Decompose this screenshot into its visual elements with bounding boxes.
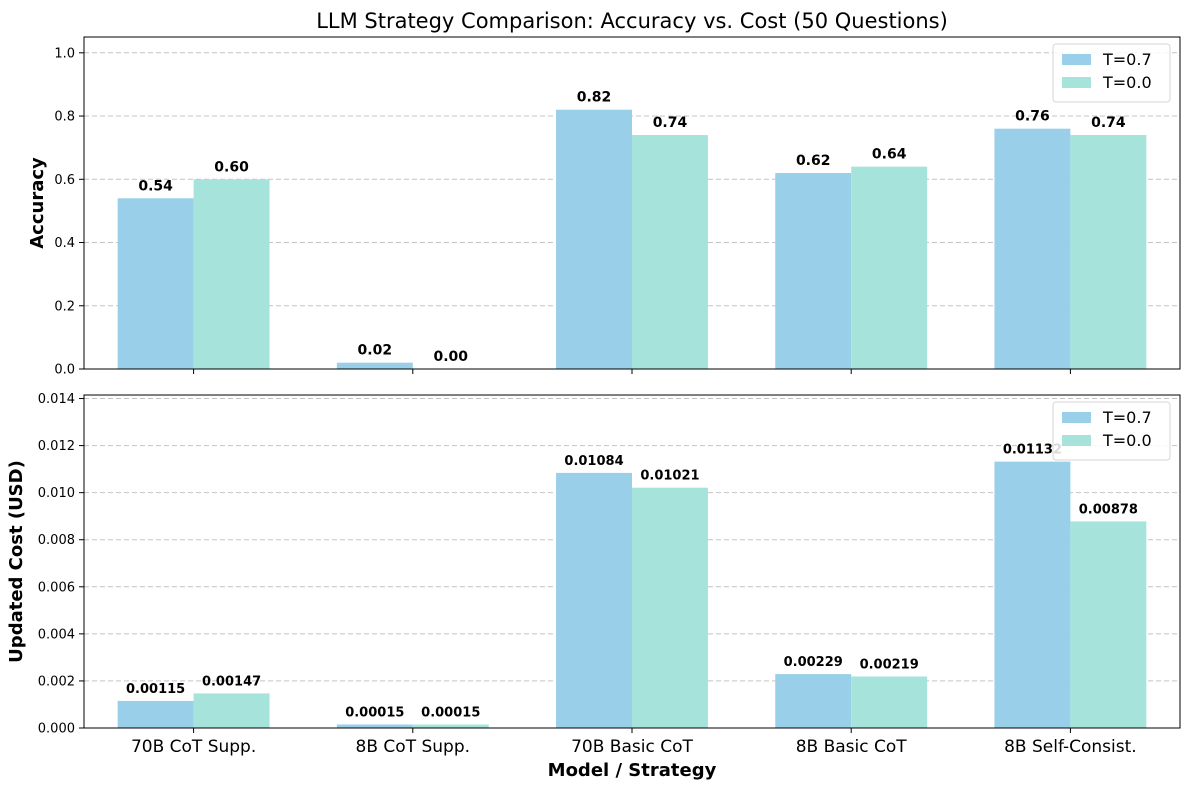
y-tick-label: 0.014 (38, 392, 75, 407)
bar-t07 (994, 128, 1071, 369)
x-axis-title: Model / Strategy (548, 760, 717, 781)
legend-label: T=0.7 (1102, 50, 1152, 69)
y-tick-label: 0.010 (38, 486, 75, 501)
legend: T=0.7 T=0.0 (1052, 401, 1171, 461)
bar-value-label: 0.00 (434, 349, 469, 365)
legend-swatch-t00 (1062, 435, 1091, 446)
y-tick-label: 0.006 (38, 580, 75, 595)
x-tick-label: 70B CoT Supp. (131, 737, 256, 757)
x-tick-label: 8B Basic CoT (796, 737, 908, 757)
legend-label: T=0.7 (1102, 408, 1152, 427)
legend-label: T=0.0 (1102, 431, 1152, 450)
bar-value-label: 0.74 (653, 115, 688, 131)
bar-value-label: 0.60 (214, 159, 249, 175)
bar-t00 (1070, 135, 1147, 369)
y-tick-label: 0.0 (54, 363, 75, 378)
plot-frame (83, 36, 1181, 370)
bar-value-label: 0.00878 (1079, 502, 1138, 517)
bar-t07 (556, 472, 632, 728)
bar-t07 (775, 674, 852, 728)
bar-value-label: 0.00015 (345, 705, 404, 720)
y-tick-label: 1.0 (54, 46, 75, 61)
bar-t00 (851, 166, 928, 369)
bar-value-label: 0.00219 (860, 657, 919, 672)
y-tick-label: 0.000 (38, 722, 75, 737)
cost-panel: 0.000 0.002 0.004 0.006 0.008 0.010 0.012 0.014… (6, 392, 1181, 781)
y-tick-label: 0.2 (54, 299, 75, 314)
bar-value-label: 0.76 (1015, 109, 1050, 125)
y-tick-label: 0.8 (54, 110, 75, 125)
bar-value-label: 0.02 (358, 343, 393, 359)
bar-t00 (632, 487, 708, 728)
bar-value-label: 0.62 (796, 153, 831, 169)
bar-t07 (336, 724, 413, 728)
bar-t00 (412, 724, 489, 728)
bar-t07 (336, 362, 413, 369)
bar-t00 (193, 179, 270, 369)
y-tick-label: 0.6 (54, 173, 75, 188)
bar-value-label: 0.00015 (421, 705, 480, 720)
bar-value-label: 0.64 (872, 147, 907, 163)
x-tick-label: 8B CoT Supp. (356, 737, 471, 757)
bar-value-label: 0.00115 (126, 682, 185, 697)
bar-t00 (1070, 521, 1147, 728)
y-tick-label: 0.002 (38, 674, 75, 689)
plot-frame (83, 394, 1181, 729)
bar-t07 (556, 109, 632, 369)
y-tick-label: 0.012 (38, 439, 75, 454)
legend-swatch-t00 (1062, 77, 1091, 88)
bar-value-label: 0.82 (577, 90, 612, 106)
bar-t07 (117, 700, 194, 728)
chart-title: LLM Strategy Comparison: Accuracy vs. Co… (316, 9, 948, 33)
legend-swatch-t07 (1062, 54, 1091, 65)
bar-value-label: 0.01021 (640, 469, 699, 484)
legend-swatch-t07 (1062, 412, 1091, 423)
accuracy-panel: 0.0 0.2 0.4 0.6 0.8 1.0 0.54 0.60 0.02 0.00 0.82 0.… (27, 36, 1181, 378)
bar-value-label: 0.00229 (784, 655, 843, 670)
bar-value-label: 0.01132 (1003, 443, 1062, 458)
legend-label: T=0.0 (1102, 73, 1152, 92)
x-tick-label: 8B Self-Consist. (1004, 737, 1137, 757)
y-tick-label: 0.004 (38, 627, 75, 642)
bar-t00 (851, 676, 928, 728)
bar-t07 (775, 172, 852, 369)
y-axis-title: Updated Cost (USD) (6, 460, 27, 663)
bar-value-label: 0.74 (1091, 115, 1126, 131)
bar-t00 (632, 135, 708, 369)
legend: T=0.7 T=0.0 (1052, 43, 1171, 103)
bar-t07 (117, 198, 194, 369)
y-tick-label: 0.008 (38, 533, 75, 548)
y-tick-label: 0.4 (54, 236, 75, 251)
x-tick-label: 70B Basic CoT (571, 737, 693, 757)
bar-value-label: 0.01084 (564, 454, 623, 469)
bar-t00 (193, 693, 270, 728)
y-axis-title: Accuracy (27, 157, 48, 249)
bar-t07 (994, 461, 1071, 728)
bar-value-label: 0.54 (138, 178, 173, 194)
bar-value-label: 0.00147 (202, 674, 261, 689)
